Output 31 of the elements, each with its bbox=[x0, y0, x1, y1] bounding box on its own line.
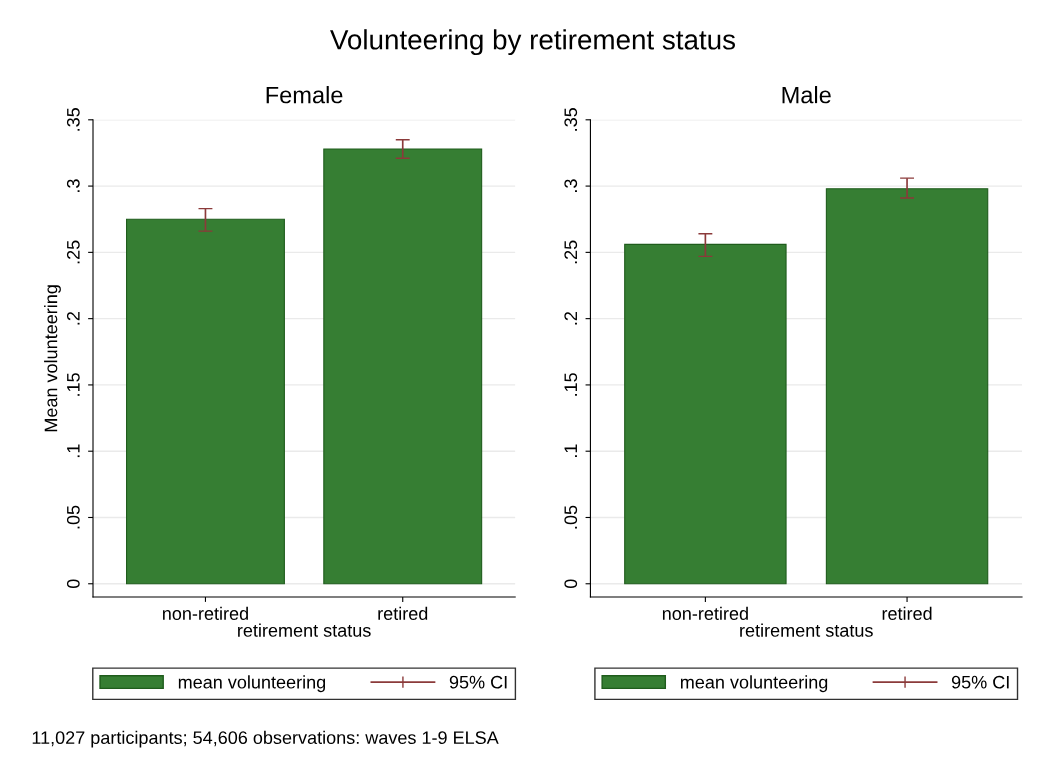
y-tick-label: .1 bbox=[67, 444, 80, 458]
y-tick-label: .25 bbox=[564, 240, 578, 264]
y-tick-label: .35 bbox=[564, 108, 578, 131]
legend-label: mean volunteering bbox=[680, 675, 828, 693]
text: 11,027 participants; 54,606 observations: waves 1-9 ELSA bbox=[32, 730, 499, 748]
y-tick-label: .25 bbox=[66, 240, 80, 264]
x-tick-label: non-retired bbox=[662, 606, 748, 620]
y-tick-label: .3 bbox=[564, 179, 578, 192]
x-axis-title: retirement status bbox=[238, 623, 371, 637]
y-tick-label: .05 bbox=[564, 505, 578, 529]
y-tick-label: 0 bbox=[66, 579, 80, 589]
chart-title: Female bbox=[266, 86, 343, 104]
y-tick-label: .2 bbox=[66, 312, 80, 325]
y-tick-label: .1 bbox=[564, 444, 577, 458]
y-tick-label: .35 bbox=[66, 108, 80, 131]
y-tick-label: 0 bbox=[564, 579, 578, 589]
y-tick-label: .2 bbox=[564, 312, 577, 325]
y-axis-title: Mean volunteering bbox=[44, 285, 61, 432]
text: 95% CI bbox=[449, 675, 507, 689]
x-tick-label: non-retired bbox=[163, 606, 248, 620]
y-tick-label: .05 bbox=[66, 505, 80, 529]
x-axis-title: retirement status bbox=[740, 623, 873, 637]
chart-title: Male bbox=[782, 86, 831, 104]
legend-label: mean volunteering bbox=[178, 675, 326, 693]
text: 95% CI bbox=[951, 675, 1009, 689]
y-tick-label: .15 bbox=[67, 373, 80, 396]
y-tick-label: .15 bbox=[564, 373, 578, 396]
x-tick-label: retired bbox=[378, 606, 428, 620]
x-tick-label: retired bbox=[882, 606, 932, 620]
y-tick-label: .3 bbox=[66, 179, 80, 192]
text: Volunteering by retirement status bbox=[330, 29, 736, 56]
